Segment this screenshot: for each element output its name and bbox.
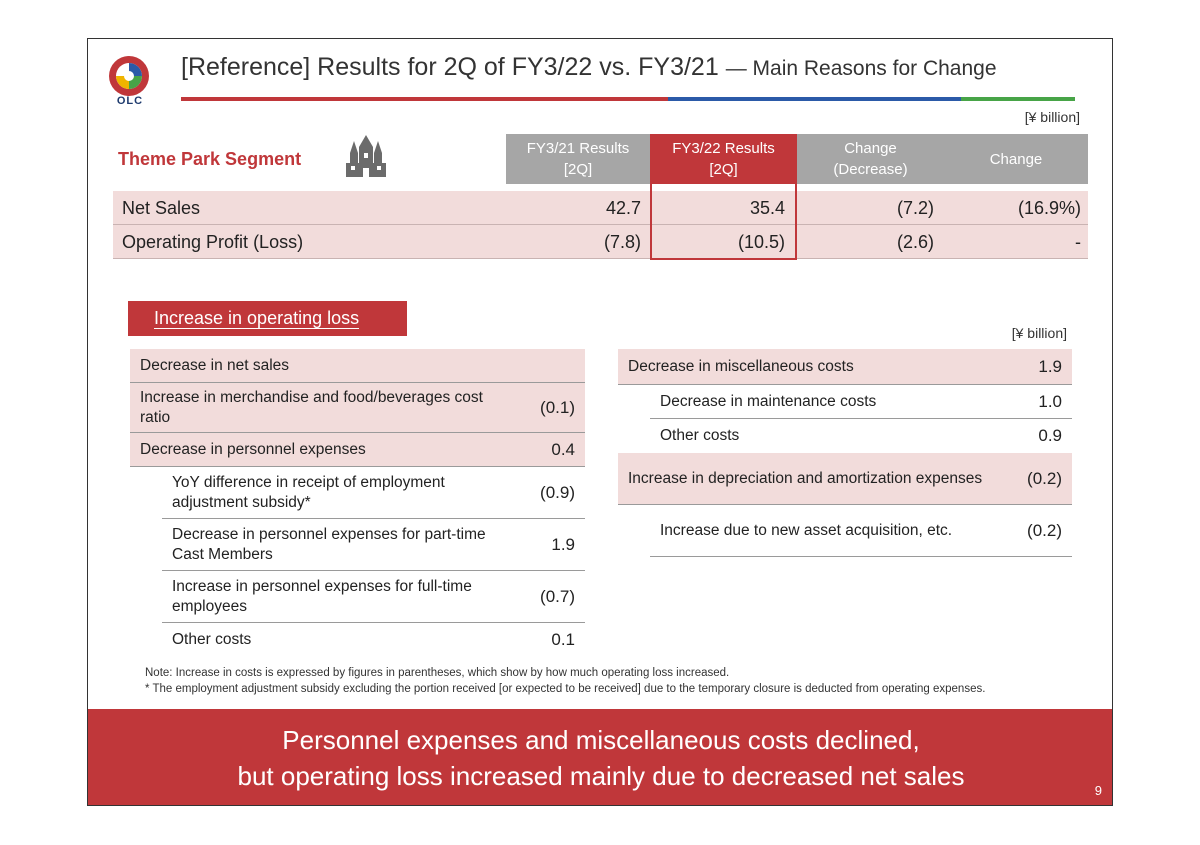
slide: OLC [Reference] Results for 2Q of FY3/22… (87, 38, 1113, 806)
header-bar-red (181, 97, 668, 101)
logo-text: OLC (116, 95, 144, 107)
list-item: Decrease in maintenance costs 1.0 (650, 385, 1072, 419)
footnote-cost-parentheses: Note: Increase in costs is expressed by … (145, 667, 730, 679)
banner-line-1: Personnel expenses and miscellaneous cos… (282, 725, 920, 755)
title-subtitle: — Main Reasons for Change (725, 57, 997, 80)
list-item: Decrease in personnel expenses 0.4 (130, 433, 585, 467)
cell-fy21: (7.8) (603, 232, 641, 252)
list-item: Increase in merchandise and food/beverag… (130, 383, 585, 433)
list-item: Other costs 0.9 (660, 426, 1062, 445)
unit-label: [¥ billion] (1024, 109, 1080, 125)
col-header-change-percent-text: Change (989, 150, 1043, 168)
table-row-net-sales: Net Sales 42.7 35.4 (7.2) (16.9%) (113, 191, 1088, 225)
header-bar-blue (668, 97, 961, 101)
list-item: Increase due to new asset acquisition, e… (650, 505, 1072, 557)
list-item: Other costs 0.1 (172, 630, 575, 649)
cell-change-pct: (16.9%) (1017, 198, 1081, 218)
list-item: Increase in depreciation and amortizatio… (618, 453, 1072, 505)
cell-fy22: (10.5) (737, 232, 785, 252)
title-main: [Reference] Results for 2Q of FY3/22 vs.… (181, 53, 719, 81)
col-header-fy21-text: FY3/21 Results [2Q] (526, 140, 630, 178)
cell-change-pct: - (1075, 232, 1081, 252)
list-item: Decrease in personnel expenses for part-… (162, 519, 585, 571)
olc-logo-icon (109, 56, 149, 96)
banner-line-2: but operating loss increased mainly due … (237, 761, 965, 791)
col-header-fy22: FY3/22 Results [2Q] (650, 134, 797, 184)
section-tag-text: Increase in operating loss (154, 308, 360, 329)
page-number: 9 (1094, 783, 1102, 798)
footnote-subsidy: * The employment adjustment subsidy excl… (145, 683, 986, 695)
list-item: Decrease in net sales (130, 349, 585, 383)
col-header-change-amount-text: Change (Decrease) (833, 140, 908, 178)
list-item: Increase in personnel expenses for full-… (162, 571, 585, 623)
segment-label: Theme Park Segment (118, 149, 302, 169)
footnotes: Note: Increase in costs is expressed by … (145, 665, 985, 697)
header-bar-green (961, 97, 1075, 101)
col-header-change-amount: Change (Decrease) (797, 134, 944, 184)
cell-fy21: 42.7 (605, 198, 641, 218)
conclusion-banner: Personnel expenses and miscellaneous cos… (88, 709, 1112, 805)
cell-change: (2.6) (896, 232, 934, 252)
cell-change: (7.2) (896, 198, 934, 218)
cell-fy22: 35.4 (749, 198, 785, 218)
col-header-fy21: FY3/21 Results [2Q] (506, 134, 650, 184)
castle-icon (346, 135, 386, 177)
list-item: YoY difference in receipt of employment … (162, 467, 585, 519)
row-label: Operating Profit (Loss) (122, 232, 304, 252)
list-item: Decrease in miscellaneous costs 1.9 (618, 349, 1072, 385)
fy22-highlight-box (650, 134, 797, 260)
row-label: Net Sales (122, 198, 201, 218)
table-row-operating-profit: Operating Profit (Loss) (7.8) (10.5) (2.… (113, 225, 1088, 259)
page-title: [Reference] Results for 2Q of FY3/22 vs.… (181, 53, 997, 82)
col-header-change-percent: Change (944, 134, 1088, 184)
unit-label-detail: [¥ billion] (1011, 325, 1067, 341)
col-header-fy22-text: FY3/22 Results [2Q] (672, 140, 775, 178)
section-tag: Increase in operating loss (128, 301, 407, 336)
